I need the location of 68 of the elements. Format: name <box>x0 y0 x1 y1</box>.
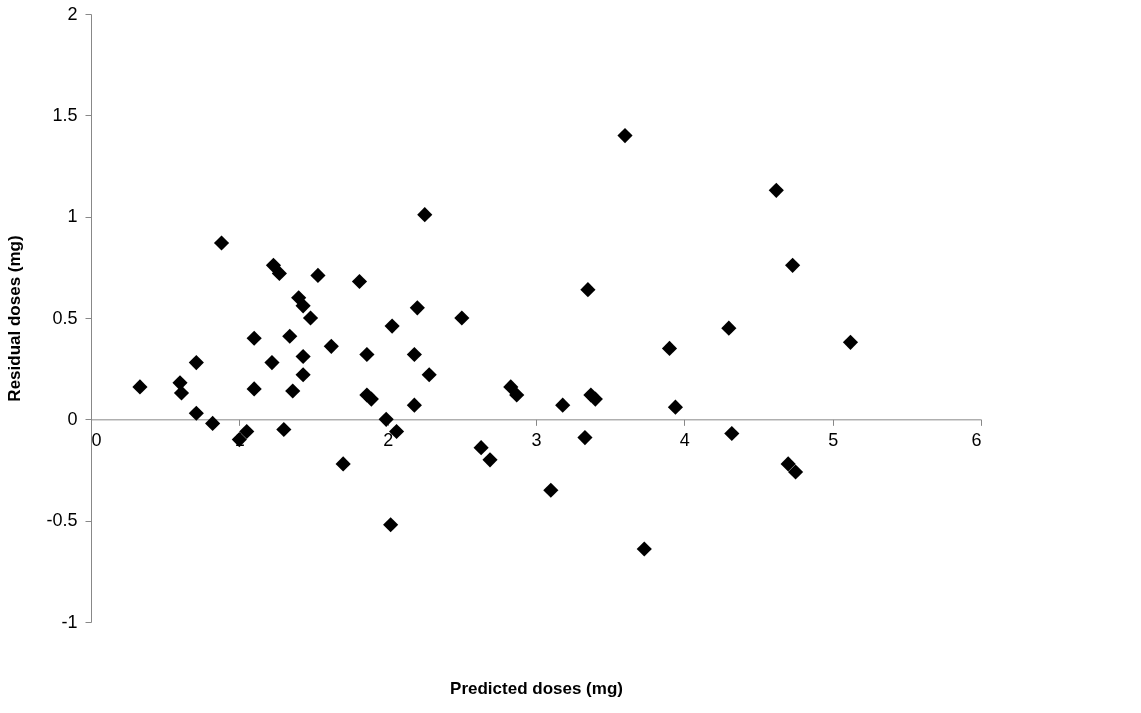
point <box>384 318 400 334</box>
point <box>724 425 740 442</box>
point <box>188 355 204 371</box>
point <box>295 367 311 383</box>
point <box>788 464 804 480</box>
point <box>282 328 298 344</box>
point <box>205 415 221 431</box>
point <box>580 282 596 298</box>
point <box>721 320 737 336</box>
point <box>780 456 796 472</box>
y-tick-label: 2 <box>67 3 78 24</box>
point <box>213 235 230 251</box>
point <box>417 207 433 223</box>
point <box>295 348 311 365</box>
y-axis-title: Residual doses (mg) <box>5 235 25 402</box>
point <box>617 128 633 144</box>
point <box>482 452 498 468</box>
point <box>271 265 287 281</box>
point <box>310 267 326 284</box>
x-tick-label: 5 <box>828 429 839 450</box>
x-tick-label: 3 <box>531 429 542 450</box>
point <box>661 340 678 356</box>
y-tick-label: 0.5 <box>52 307 78 328</box>
point <box>842 334 859 350</box>
point <box>503 379 519 395</box>
x-tick-label: 6 <box>971 429 982 450</box>
point <box>409 300 425 316</box>
x-tick-label: 4 <box>679 429 690 450</box>
point <box>351 273 368 290</box>
point <box>378 411 394 427</box>
point <box>285 383 301 399</box>
point <box>543 482 559 498</box>
y-tick-label: 0 <box>67 408 78 429</box>
point <box>265 257 282 273</box>
x-tick-label: 2 <box>383 429 394 450</box>
x-tick-label: 0 <box>91 429 102 450</box>
point <box>383 517 399 533</box>
point <box>173 385 190 401</box>
point <box>363 391 379 407</box>
point <box>188 405 204 421</box>
point <box>509 387 525 403</box>
point <box>264 355 280 371</box>
y-tick-label: -0.5 <box>46 510 78 531</box>
point <box>636 541 652 557</box>
y-tick-label: 1.5 <box>52 104 78 125</box>
point <box>454 310 470 326</box>
point <box>555 397 571 413</box>
point <box>246 381 262 397</box>
point <box>406 346 422 363</box>
point <box>421 367 437 383</box>
point <box>132 379 148 395</box>
y-tick-label: 1 <box>67 206 78 227</box>
point <box>577 429 593 446</box>
point <box>323 338 339 354</box>
y-tick-label: -1 <box>61 611 78 632</box>
point <box>276 421 292 438</box>
point <box>587 391 603 407</box>
point <box>302 310 319 326</box>
point <box>768 182 784 198</box>
point <box>667 399 684 415</box>
point <box>359 346 375 363</box>
x-axis-title: Predicted doses (mg) <box>450 678 623 698</box>
point <box>295 298 311 314</box>
point <box>246 330 262 346</box>
point <box>473 440 489 456</box>
point <box>785 257 801 273</box>
point <box>335 456 351 472</box>
point <box>406 397 422 413</box>
